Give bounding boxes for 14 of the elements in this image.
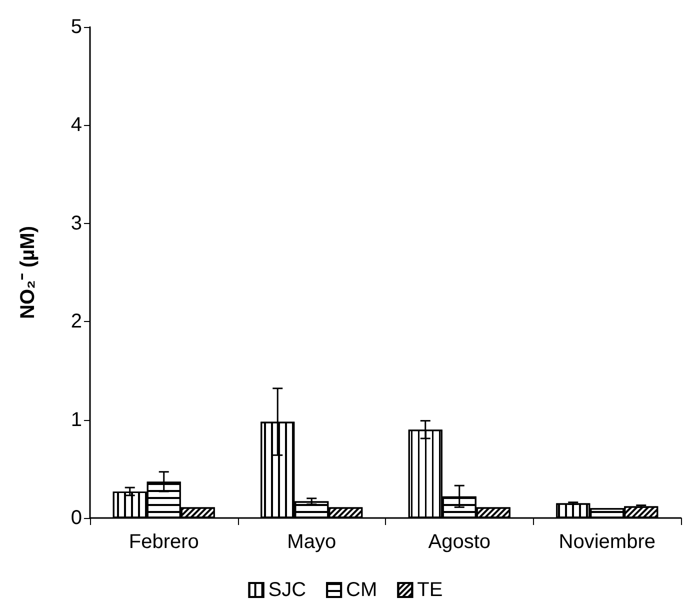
legend-label: TE xyxy=(417,579,443,601)
y-axis-title: NO₂⁻ (µM) xyxy=(17,226,39,319)
x-tick-label: Mayo xyxy=(287,531,336,553)
y-tick-label: 4 xyxy=(70,114,82,136)
y-tick-label: 3 xyxy=(70,212,82,234)
x-tick-label: Febrero xyxy=(128,531,199,553)
x-tick-label: Noviembre xyxy=(558,531,656,553)
y-tick-label: 2 xyxy=(70,310,82,333)
y-tick-label: 5 xyxy=(70,16,82,38)
legend-label: SJC xyxy=(268,579,306,601)
x-tick-label: Agosto xyxy=(428,531,491,553)
y-tick-label: 0 xyxy=(70,507,82,529)
legend-label: CM xyxy=(346,579,378,601)
y-tick-label: 1 xyxy=(70,408,82,431)
